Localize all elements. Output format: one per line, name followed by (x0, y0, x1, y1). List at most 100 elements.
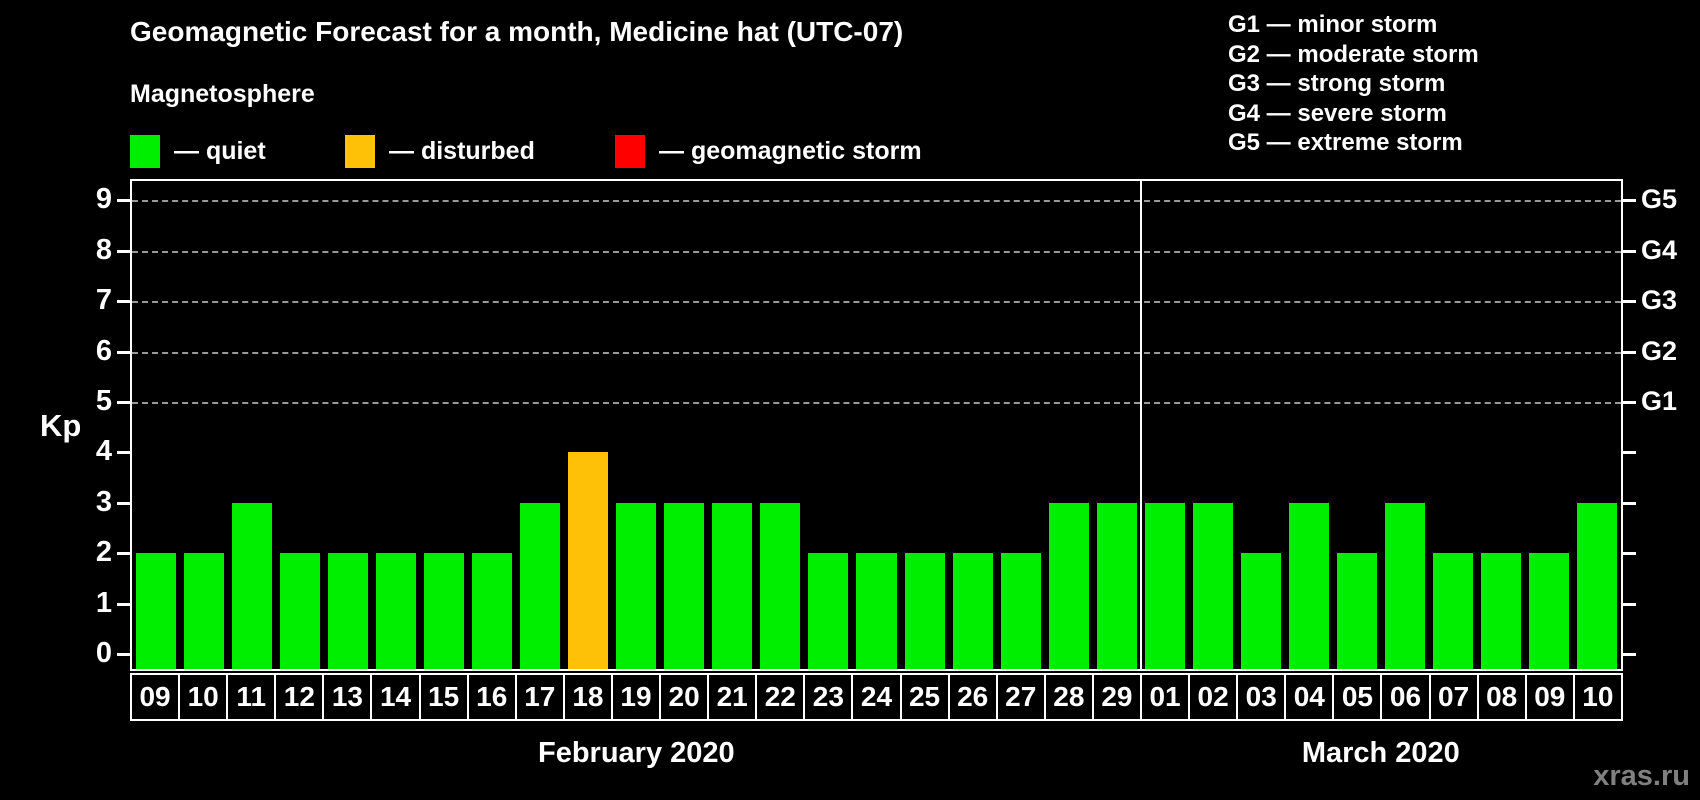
day-cell-03: 03 (1238, 675, 1287, 719)
day-cell-26: 26 (950, 675, 998, 719)
kp-bar-07 (1432, 553, 1473, 669)
y-tick-left-0 (117, 653, 130, 656)
kp-bar-17 (520, 502, 561, 669)
y-tick-label-1: 1 (95, 586, 112, 619)
day-cell-10: 10 (1582, 681, 1614, 712)
day-cell-22: 22 (757, 675, 806, 719)
legend-item-disturbed: — disturbed (345, 134, 535, 168)
kp-bar-06 (1384, 502, 1425, 669)
kp-bar-10 (1576, 502, 1617, 669)
day-cell-07: 07 (1431, 675, 1479, 719)
y-tick-left-8 (117, 249, 130, 253)
g-scale-label-G3: G3 (1641, 285, 1678, 316)
storm-scale-line-5: G5 — extreme storm (1228, 129, 1463, 156)
storm-scale-line-3: G3 — strong storm (1228, 70, 1446, 97)
kp-bar-28 (1048, 502, 1089, 669)
kp-bar-22 (760, 502, 801, 669)
legend-label-storm: — geomagnetic storm (659, 136, 922, 165)
y-tick-label-9: 9 (95, 183, 112, 216)
day-cell-21: 21 (709, 675, 758, 719)
y-tick-label-0: 0 (95, 637, 112, 669)
y-tick-right-8 (1623, 249, 1636, 253)
kp-bar-14 (376, 553, 417, 669)
y-axis-label: Kp (40, 408, 82, 443)
storm-scale-line-4: G4 — severe storm (1228, 99, 1447, 127)
day-cell-17: 17 (517, 675, 565, 719)
month-label-0: February 2020 (537, 737, 735, 769)
y-tick-left-1 (117, 602, 130, 606)
kp-bar-27 (1000, 553, 1041, 669)
storm-scale-line-1: G1 — minor storm (1228, 11, 1438, 38)
day-cell-12: 12 (276, 675, 325, 719)
magnetosphere-subtitle: Magnetosphere (130, 80, 315, 108)
gridline-kp7 (132, 301, 1621, 304)
day-cell-25: 25 (902, 675, 950, 719)
y-tick-right-0 (1623, 653, 1636, 656)
kp-bar-16 (472, 553, 513, 669)
y-tick-right-3 (1623, 501, 1636, 505)
y-tick-label-8: 8 (95, 233, 112, 266)
y-tick-left-7 (117, 300, 130, 304)
day-axis-row: 09 10 11 12 13 14 15 16 17 18 19 20 21 22 23 24 25 26 27 28… (130, 673, 1623, 721)
y-tick-right-5 (1623, 401, 1636, 404)
day-cell-19: 19 (613, 675, 662, 719)
kp-bar-23 (808, 553, 849, 669)
legend-swatch-quiet (130, 134, 160, 168)
month-divider-line (1139, 181, 1142, 669)
legend-label-disturbed: — disturbed (389, 136, 535, 165)
y-tick-right-6 (1623, 350, 1636, 354)
g-scale-label-G1: G1 (1641, 386, 1678, 416)
y-tick-left-5 (117, 401, 130, 404)
y-tick-right-4 (1623, 451, 1636, 455)
day-cell-20: 20 (661, 675, 710, 719)
kp-bar-09 (136, 553, 177, 669)
month-label-1: March 2020 (1301, 737, 1460, 769)
y-tick-label-5: 5 (95, 385, 112, 417)
legend-swatch-disturbed (345, 134, 375, 168)
kp-bar-05 (1336, 553, 1377, 669)
kp-bar-12 (280, 553, 321, 669)
day-cell-01: 01 (1142, 675, 1191, 719)
g-scale-label-G5: G5 (1641, 184, 1678, 215)
y-tick-right-2 (1623, 552, 1636, 556)
kp-bar-18 (568, 452, 609, 669)
y-tick-left-2 (117, 552, 130, 556)
day-cell-29: 29 (1094, 675, 1142, 719)
gridline-kp5 (132, 402, 1621, 404)
y-tick-right-7 (1623, 300, 1636, 304)
y-tick-right-9 (1623, 199, 1636, 203)
kp-bar-01 (1144, 502, 1185, 669)
day-cell-09: 09 (132, 675, 181, 719)
day-cell-11: 11 (228, 675, 277, 719)
day-cell-09: 09 (1527, 675, 1575, 719)
y-tick-label-2: 2 (95, 536, 112, 569)
plot-area: 0 1 2 3 4 5 6 7 8 9 G1 G2 G3 G4 G5 (96, 179, 1677, 671)
kp-bar-08 (1480, 553, 1521, 669)
day-cell-05: 05 (1334, 675, 1383, 719)
kp-bar-10 (184, 553, 225, 669)
day-cell-23: 23 (805, 675, 854, 719)
y-tick-left-9 (117, 199, 130, 203)
kp-bar-04 (1288, 502, 1329, 669)
legend-item-storm: — geomagnetic storm (615, 134, 922, 168)
day-cell-24: 24 (853, 675, 902, 719)
gridline-kp8 (132, 250, 1621, 253)
kp-bar-19 (616, 502, 657, 669)
kp-bar-29 (1096, 502, 1137, 669)
legend-item-quiet: — quiet (130, 134, 266, 168)
day-cell-08: 08 (1479, 675, 1527, 719)
y-tick-label-7: 7 (95, 284, 112, 317)
day-cell-04: 04 (1286, 675, 1335, 719)
kp-bar-09 (1528, 553, 1569, 669)
y-tick-left-4 (117, 451, 130, 455)
gridline-kp9 (132, 200, 1621, 203)
kp-bar-03 (1240, 553, 1281, 669)
day-cell-06: 06 (1382, 675, 1431, 719)
day-cell-13: 13 (324, 675, 373, 719)
kp-bar-11 (232, 502, 273, 669)
y-tick-left-3 (117, 501, 130, 505)
legend-label-quiet: — quiet (174, 136, 266, 165)
gridline-kp6 (132, 351, 1621, 354)
storm-scale-legend: G1 — minor storm G2 — moderate storm G3 — … (1228, 10, 1479, 158)
